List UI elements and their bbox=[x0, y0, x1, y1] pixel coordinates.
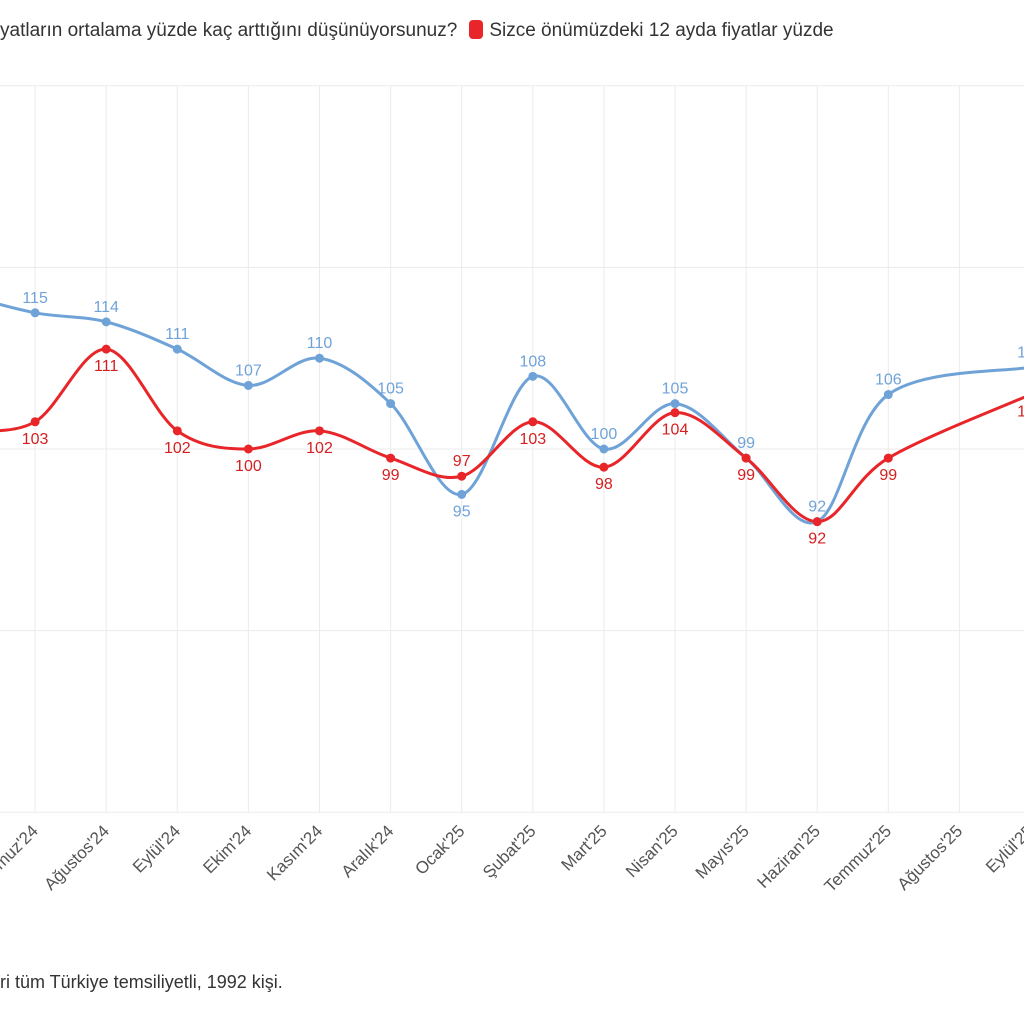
data-label: 105 bbox=[377, 381, 404, 398]
data-label: 111 bbox=[94, 358, 118, 375]
data-label: 95 bbox=[453, 503, 471, 520]
series-line-1 bbox=[0, 302, 1024, 525]
data-point bbox=[315, 426, 324, 436]
x-tick-label: Ekim'24 bbox=[199, 821, 255, 877]
data-label: 104 bbox=[662, 422, 689, 439]
data-label: 97 bbox=[453, 453, 471, 470]
data-label: 106 bbox=[875, 372, 902, 389]
data-point bbox=[243, 380, 253, 390]
legend-item-series-a[interactable]: yatların ortalama yüzde kaç arttığını dü… bbox=[0, 20, 458, 41]
data-label: 102 bbox=[164, 440, 191, 457]
series-line-2 bbox=[0, 347, 1024, 524]
data-point bbox=[599, 462, 609, 472]
data-label: 103 bbox=[22, 431, 49, 448]
data-label: 115 bbox=[22, 290, 48, 307]
x-tick-label: Ağustos'25 bbox=[894, 821, 967, 894]
data-point bbox=[528, 371, 538, 381]
x-tick-label: Kasım'24 bbox=[263, 821, 326, 884]
data-label: 99 bbox=[382, 467, 400, 484]
x-tick-label: Temmuz'24 bbox=[0, 821, 42, 896]
data-label: 100 bbox=[235, 458, 262, 475]
data-point bbox=[386, 399, 396, 409]
data-point bbox=[670, 408, 680, 418]
x-tick-label: Ocak'25 bbox=[411, 821, 468, 878]
legend: yatların ortalama yüzde kaç arttığını dü… bbox=[0, 20, 834, 42]
data-point bbox=[315, 353, 324, 363]
data-point bbox=[30, 308, 40, 318]
data-point bbox=[528, 417, 538, 427]
data-label: 102 bbox=[306, 440, 333, 457]
data-point bbox=[243, 444, 253, 454]
data-label: 105 bbox=[662, 381, 689, 398]
data-point bbox=[457, 489, 467, 499]
chart-footnote: ri tüm Türkiye temsiliyetli, 1992 kişi. bbox=[0, 972, 283, 992]
data-label: 100 bbox=[591, 426, 618, 443]
data-point bbox=[30, 417, 40, 427]
x-tick-label: Haziran'25 bbox=[754, 821, 825, 892]
data-label: 111 bbox=[165, 326, 189, 343]
data-label: 92 bbox=[808, 531, 826, 548]
data-label: 103 bbox=[519, 431, 546, 448]
x-tick-label: Şubat'25 bbox=[479, 821, 540, 882]
x-tick-label: Ağustos'24 bbox=[40, 821, 113, 894]
data-label: 92 bbox=[808, 499, 826, 516]
data-point bbox=[172, 344, 182, 354]
data-label: 108 bbox=[519, 353, 546, 370]
data-label: 99 bbox=[737, 467, 755, 484]
data-point bbox=[741, 453, 751, 463]
data-label: 110 bbox=[307, 335, 333, 352]
data-point bbox=[812, 517, 822, 527]
data-label: 107 bbox=[235, 362, 262, 379]
x-tick-label: Mart'25 bbox=[558, 821, 611, 874]
data-label: 99 bbox=[737, 435, 755, 452]
data-point bbox=[172, 426, 182, 436]
data-point bbox=[457, 471, 467, 481]
legend-item-series-b[interactable]: Sizce önümüzdeki 12 ayda fiyatlar yüzde bbox=[489, 20, 834, 41]
data-point bbox=[599, 444, 609, 454]
data-point bbox=[883, 453, 893, 463]
data-point bbox=[883, 390, 893, 400]
data-point bbox=[386, 453, 396, 463]
x-tick-label: Aralık'24 bbox=[338, 821, 398, 881]
x-tick-label: Temmuz'25 bbox=[821, 821, 896, 896]
x-tick-label: Eylül'25 bbox=[982, 821, 1024, 876]
data-point bbox=[101, 344, 111, 354]
legend-swatch-red bbox=[469, 20, 484, 39]
data-label: 114 bbox=[93, 299, 119, 316]
data-label: 109 bbox=[1017, 344, 1024, 361]
data-label: 99 bbox=[879, 467, 897, 484]
data-point bbox=[670, 399, 680, 409]
data-label: 98 bbox=[595, 476, 613, 493]
data-point bbox=[101, 317, 111, 327]
x-tick-label: Mayıs'25 bbox=[692, 821, 753, 882]
x-tick-label: Nisan'25 bbox=[622, 821, 682, 881]
data-label: 106 bbox=[1017, 404, 1024, 421]
x-tick-label: Eylül'24 bbox=[129, 821, 184, 876]
